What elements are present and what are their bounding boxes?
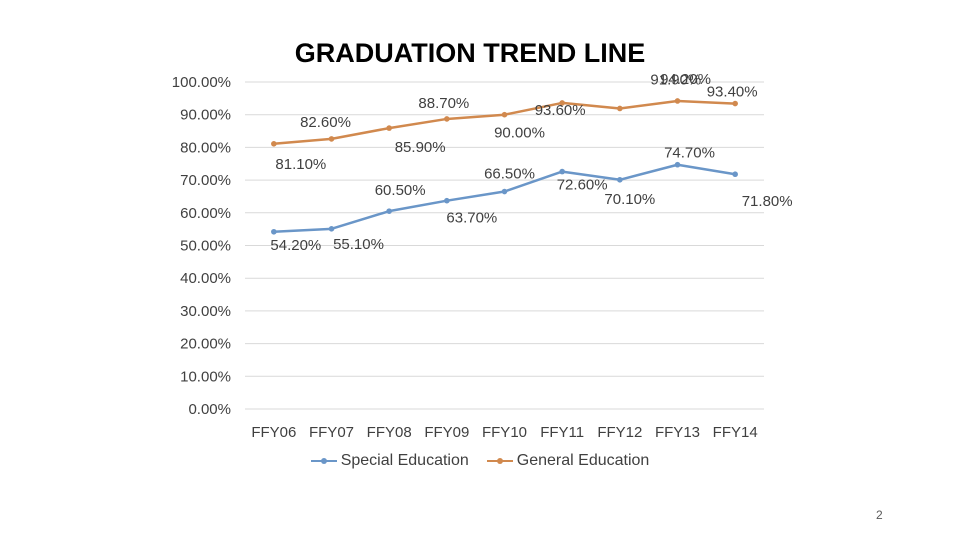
y-tick-label: 40.00% (180, 270, 231, 287)
x-axis-tick-labels: FFY06 FFY07 FFY08 FFY09 FFY10 FFY11 FFY12 FFY13… (251, 424, 757, 441)
x-tick-label: FFY06 (251, 424, 296, 441)
y-tick-label: 20.00% (180, 336, 231, 353)
chart-title: GRADUATION TREND LINE (294, 38, 646, 68)
y-tick-label: 80.00% (180, 139, 231, 156)
data-label: 70.10% (604, 191, 655, 208)
x-tick-label: FFY14 (713, 424, 758, 441)
data-labels: 54.20% 55.10% 60.50% 63.70% 66.50% 72.60%70.1… (270, 71, 792, 254)
x-tick-label: FFY09 (424, 424, 469, 441)
data-point (386, 125, 392, 131)
x-tick-label: FFY12 (597, 424, 642, 441)
x-tick-label: FFY13 (655, 424, 700, 441)
page-number: 2 (876, 508, 883, 522)
data-label: 91.90% (650, 71, 701, 88)
data-label: 63.70% (446, 210, 497, 227)
data-label: 93.40% (707, 84, 758, 101)
data-label: 85.90% (395, 139, 446, 156)
data-label: 74.70% (664, 145, 715, 162)
legend-label-special-education: Special Education (340, 452, 469, 469)
data-point (328, 226, 335, 232)
data-label: 72.60% (557, 177, 608, 194)
y-tick-label: 90.00% (180, 107, 231, 124)
data-point (386, 208, 392, 214)
x-tick-label: FFY07 (309, 424, 354, 441)
x-tick-label: FFY11 (540, 424, 584, 441)
data-point (559, 168, 565, 175)
data-label: 94.20% (660, 71, 711, 88)
legend-label-general-education: General Education (516, 452, 650, 469)
data-point (501, 188, 508, 195)
data-point (674, 161, 681, 168)
y-tick-label: 70.00% (180, 172, 231, 189)
data-point (444, 197, 450, 204)
data-point (501, 111, 508, 118)
data-point (732, 171, 738, 178)
data-point (328, 136, 335, 142)
data-label: 93.60% (535, 102, 586, 119)
data-label: 81.10% (275, 156, 326, 173)
legend-item-general-education: General Education (486, 452, 650, 470)
y-tick-label: 100.00% (172, 74, 231, 91)
data-label: 82.60% (300, 114, 351, 131)
x-tick-label: FFY08 (367, 424, 412, 441)
series-lines (271, 98, 738, 235)
data-point (732, 100, 738, 107)
data-label: 66.50% (484, 166, 535, 183)
data-label: 54.20% (270, 237, 321, 254)
data-point (271, 141, 277, 147)
legend-swatch-special-education (310, 455, 337, 467)
y-tick-label: 30.00% (180, 303, 231, 320)
y-axis-tick-labels: 0.00% 10.00% 20.00% 30.00% 40.00% 50.00% 60.00… (172, 74, 231, 418)
y-tick-label: 60.00% (180, 205, 231, 222)
data-point (444, 116, 450, 122)
data-point (617, 105, 623, 112)
y-tick-label: 50.00% (180, 238, 231, 255)
legend: Special Education General Education (0, 452, 960, 470)
data-label: 88.70% (418, 95, 469, 112)
x-tick-label: FFY10 (482, 424, 527, 441)
data-point (674, 98, 681, 104)
data-point (617, 176, 623, 183)
data-label: 71.80% (742, 193, 793, 210)
legend-item-special-education: Special Education (310, 452, 469, 470)
data-label: 55.10% (333, 236, 384, 253)
data-label: 90.00% (494, 125, 545, 142)
y-tick-label: 10.00% (180, 368, 231, 385)
legend-swatch-general-education (486, 455, 513, 467)
y-tick-label: 0.00% (188, 401, 231, 418)
data-point (271, 228, 277, 235)
data-label: 60.50% (375, 182, 426, 199)
data-point (559, 100, 565, 106)
